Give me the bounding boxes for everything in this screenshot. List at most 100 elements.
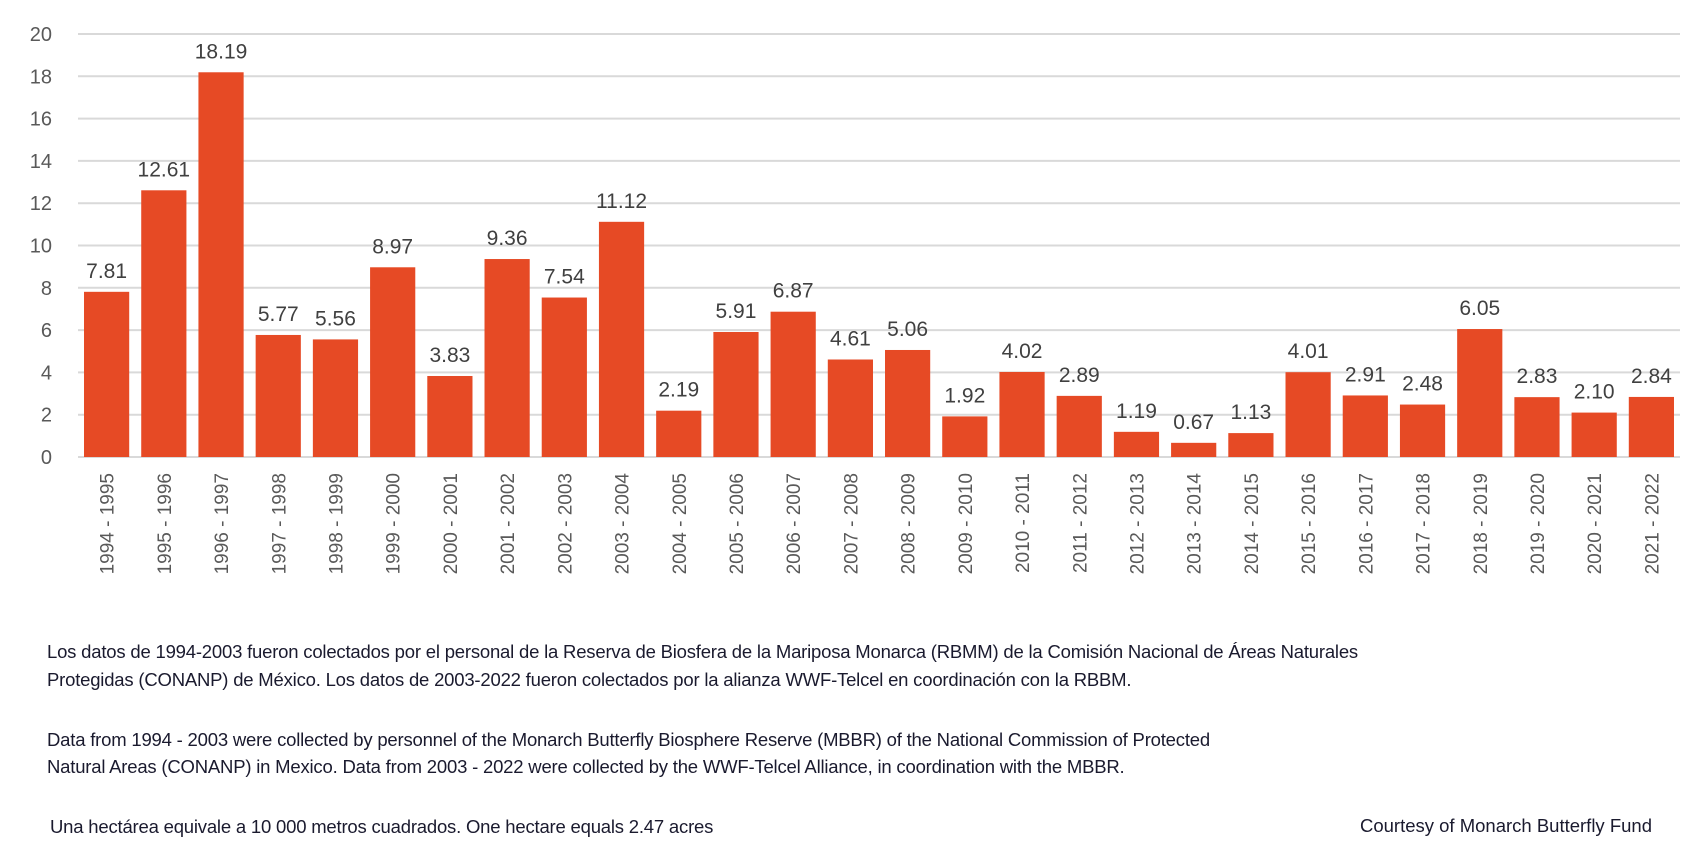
note-hectare: Una hectárea equivale a 10 000 metros cu… xyxy=(50,816,714,837)
bar xyxy=(1457,329,1503,457)
courtesy-credit: Courtesy of Monarch Butterfly Fund xyxy=(1359,815,1652,836)
y-tick-label: 4 xyxy=(41,362,52,384)
bar xyxy=(999,371,1045,457)
bar xyxy=(141,190,187,457)
note-english-line-2: Natural Areas (CONANP) in Mexico. Data f… xyxy=(47,756,1125,777)
data-label: 18.19 xyxy=(195,40,248,63)
bar xyxy=(885,349,931,457)
x-tick-label: 1995 - 1996 xyxy=(155,473,176,574)
x-tick-label: 2000 - 2001 xyxy=(441,473,462,574)
x-tick-label: 2001 - 2002 xyxy=(498,473,519,574)
y-tick-label: 6 xyxy=(41,320,52,342)
data-label: 2.19 xyxy=(658,379,699,402)
data-label: 1.92 xyxy=(944,384,985,407)
x-tick-label: 2010 - 2011 xyxy=(1013,473,1034,573)
bar xyxy=(1056,395,1102,457)
x-tick-label: 2017 - 2018 xyxy=(1414,473,1435,574)
data-label: 2.83 xyxy=(1517,365,1558,388)
y-axis-ticks: 0 2 4 6 8 10 12 14 16 18 20 xyxy=(30,24,52,469)
x-axis-ticks: 1994 - 1995 1995 - 1996 1996 - 1997 1997 - … xyxy=(98,473,1664,575)
x-tick-label: 2004 - 2005 xyxy=(670,473,691,574)
bar xyxy=(1399,404,1446,457)
y-tick-label: 8 xyxy=(41,278,52,300)
bars xyxy=(84,72,1674,458)
data-label: 7.81 xyxy=(86,260,127,283)
y-tick-label: 0 xyxy=(41,447,52,469)
bar xyxy=(255,334,301,457)
x-tick-label: 2021 - 2022 xyxy=(1642,473,1663,574)
y-tick-label: 18 xyxy=(30,66,52,88)
x-tick-label: 2012 - 2013 xyxy=(1127,473,1148,574)
data-label: 7.54 xyxy=(544,266,585,289)
x-tick-label: 2006 - 2007 xyxy=(784,473,805,574)
x-tick-label: 1998 - 1999 xyxy=(326,473,347,574)
bar xyxy=(656,410,702,457)
bar xyxy=(541,297,587,457)
x-tick-label: 2011 - 2012 xyxy=(1070,473,1091,573)
data-label: 11.12 xyxy=(596,190,647,213)
y-tick-label: 12 xyxy=(30,193,52,215)
x-tick-label: 2002 - 2003 xyxy=(555,473,576,574)
x-tick-label: 2016 - 2017 xyxy=(1356,473,1377,574)
bar xyxy=(770,311,816,457)
data-label: 3.83 xyxy=(429,344,470,367)
x-tick-label: 2020 - 2021 xyxy=(1585,473,1606,574)
x-tick-label: 2019 - 2020 xyxy=(1528,473,1549,574)
bar xyxy=(1171,442,1217,457)
x-tick-label: 1996 - 1997 xyxy=(212,473,233,574)
data-label: 5.06 xyxy=(887,318,928,341)
x-tick-label: 2015 - 2016 xyxy=(1299,473,1320,574)
x-tick-label: 2003 - 2004 xyxy=(613,473,634,575)
data-label: 1.13 xyxy=(1230,401,1271,424)
x-tick-label: 2013 - 2014 xyxy=(1185,473,1206,575)
x-tick-label: 2008 - 2009 xyxy=(899,473,920,574)
data-label: 12.61 xyxy=(138,158,191,181)
data-label: 5.77 xyxy=(258,303,299,326)
bar xyxy=(713,332,759,457)
x-tick-label: 2018 - 2019 xyxy=(1471,473,1492,574)
data-label: 4.02 xyxy=(1002,340,1043,363)
data-label: 2.48 xyxy=(1402,373,1443,396)
bar xyxy=(1628,396,1674,457)
y-tick-label: 2 xyxy=(41,405,52,427)
x-tick-label: 1994 - 1995 xyxy=(98,473,119,574)
bar xyxy=(598,221,645,457)
y-tick-label: 10 xyxy=(30,236,52,258)
data-labels: 7.81 12.61 18.19 5.77 5.56 8.97 3.83 9.36 7.54 11… xyxy=(86,40,1672,434)
data-label: 2.91 xyxy=(1345,363,1386,386)
bar xyxy=(1285,372,1331,457)
bar xyxy=(198,72,244,458)
bar xyxy=(1571,412,1617,457)
bar xyxy=(827,359,873,457)
data-label: 5.91 xyxy=(716,300,757,323)
x-tick-label: 1997 - 1998 xyxy=(269,473,290,574)
data-label: 0.67 xyxy=(1173,411,1214,434)
x-tick-label: 2005 - 2006 xyxy=(727,473,748,574)
note-spanish-line-1: Los datos de 1994-2003 fueron colectados… xyxy=(47,641,1358,662)
data-label: 2.89 xyxy=(1059,364,1100,387)
bar xyxy=(312,339,359,457)
note-english-line-1: Data from 1994 - 2003 were collected by … xyxy=(47,729,1210,750)
x-tick-label: 2009 - 2010 xyxy=(956,473,977,574)
y-tick-label: 20 xyxy=(30,24,52,46)
data-label: 6.87 xyxy=(773,280,814,303)
data-label: 4.61 xyxy=(830,327,871,350)
bar xyxy=(1113,431,1160,457)
y-tick-label: 16 xyxy=(30,109,52,131)
bar-chart: 0 2 4 6 8 10 12 14 16 18 20 7.81 12.61 18.19 5.77 5.56… xyxy=(30,24,1680,575)
data-label: 2.10 xyxy=(1574,381,1615,404)
bar xyxy=(1228,433,1274,457)
bar xyxy=(427,375,473,457)
data-label: 6.05 xyxy=(1459,297,1500,320)
data-label: 9.36 xyxy=(487,227,528,250)
bar xyxy=(942,416,988,457)
data-label: 5.56 xyxy=(315,307,356,330)
y-tick-label: 14 xyxy=(30,151,52,173)
note-spanish-line-2: Protegidas (CONANP) de México. Los datos… xyxy=(47,669,1132,690)
bar xyxy=(370,267,416,457)
bar xyxy=(84,291,130,457)
x-tick-label: 2007 - 2008 xyxy=(841,473,862,574)
bar xyxy=(484,259,530,457)
data-label: 2.84 xyxy=(1631,365,1672,388)
data-label: 4.01 xyxy=(1288,340,1329,363)
